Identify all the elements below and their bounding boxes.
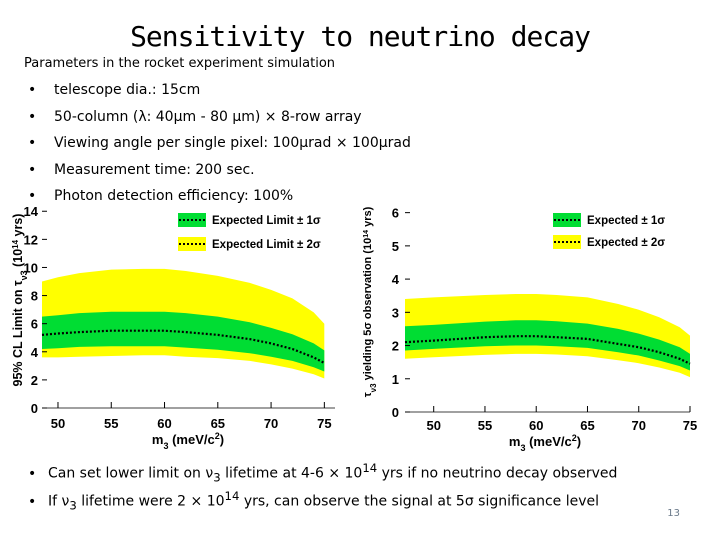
x-tick-label: 50 (51, 416, 65, 431)
legend-label: Expected Limit ± 2σ (212, 239, 321, 251)
sigma1-band (42, 311, 325, 372)
slide-title: Sensitivity to neutrino decay (130, 20, 591, 53)
y-axis-label-unit: (10 (11, 249, 25, 271)
y-tick-label: 14 (24, 204, 39, 219)
list-item: • Viewing angle per single pixel: 100μrad… (28, 133, 411, 160)
x-axis-label-sup: 2 (215, 431, 220, 441)
y-axis-label-sup: 14 (363, 230, 370, 238)
y-tick-label: 6 (31, 317, 38, 332)
x-axis-label-sup: 2 (572, 433, 577, 443)
median-line (41, 329, 325, 364)
x-tick-label: 70 (264, 416, 278, 431)
legend-label: Expected Limit ± 1σ (212, 215, 321, 227)
y-tick-label: 5 (392, 239, 399, 254)
conclusion2-text: If ν (48, 493, 70, 510)
list-item: • Measurement time: 200 sec. (28, 160, 411, 187)
conclusion1-sup: 14 (362, 461, 378, 475)
conclusion-lower-limit: • Can set lower limit on ν3 lifetime at 4… (28, 458, 617, 486)
x-tick-label: 75 (683, 418, 697, 433)
bullet: • (28, 493, 37, 510)
x-tick-label: 50 (426, 418, 440, 433)
x-tick-label: 60 (529, 418, 543, 433)
conclusion1-sub: 3 (213, 470, 221, 485)
x-axis-label-unit: (meV/c (525, 434, 571, 449)
param-viewing-angle: Viewing angle per single pixel: 100μrad … (54, 135, 411, 151)
x-tick-label: 55 (478, 418, 492, 433)
y-tick-label: 10 (24, 260, 38, 275)
param-efficiency: Photon detection efficiency: 100% (54, 188, 294, 204)
y-tick-label: 0 (392, 405, 399, 420)
x-axis-label-sub: 3 (163, 441, 168, 451)
param-array: 50-column (λ: 40μm - 80 μm) × 8-row arra… (54, 108, 362, 125)
x-tick-label: 70 (632, 418, 646, 433)
conclusion2-sup: 14 (224, 489, 240, 503)
y-tick-label: 8 (31, 289, 38, 304)
y-tick-label: 6 (392, 206, 399, 221)
x-axis-label-unit: (meV/c (168, 432, 214, 447)
x-tick-label: 65 (580, 418, 594, 433)
y-tick-label: 4 (31, 345, 39, 360)
list-item: • 50-column (λ: 40μm - 80 μm) × 8-row arr… (28, 107, 411, 134)
y-tick-label: 2 (392, 339, 399, 354)
bullet: • (28, 82, 37, 98)
y-tick-label: 12 (24, 232, 38, 247)
y-tick-label: 3 (392, 305, 399, 320)
conclusion1-text: Can set lower limit on ν (48, 465, 214, 482)
x-axis-label: m3 (meV/c2) (152, 431, 224, 451)
bullet: • (28, 108, 37, 125)
sigma1-band (405, 320, 690, 371)
x-axis-label-sub: 3 (520, 443, 525, 453)
five-sigma-observation-chart: 50 55 60 65 70 75 0 1 2 3 4 5 6 m3 (meV/c2) τν3 yieldi… (362, 206, 697, 453)
conclusion-five-sigma: • If ν3 lifetime were 2 × 1014 yrs, can o… (28, 486, 617, 514)
x-axis-label-end: ) (577, 434, 581, 449)
param-telescope: telescope dia.: 15cm (54, 82, 201, 98)
y-axis-label-sub: ν3 (19, 270, 29, 280)
legend-label: Expected ± 1σ (587, 215, 665, 227)
x-tick-label: 75 (317, 416, 331, 431)
bullet: • (28, 465, 37, 482)
y-tick-label: 4 (392, 272, 400, 287)
x-tick-label: 60 (157, 416, 171, 431)
bullet: • (28, 135, 37, 151)
conclusion2-text-mid: lifetime were 2 × 10 (76, 493, 225, 510)
y-tick-label: 2 (31, 373, 38, 388)
y-tick-label: 0 (31, 401, 38, 416)
x-tick-label: 65 (211, 416, 225, 431)
y-axis-label-sup: 14 (11, 239, 20, 248)
x-axis-label: m3 (meV/c2) (509, 433, 581, 453)
y-axis-label-end: yrs) (11, 214, 25, 240)
bullet: • (28, 188, 37, 204)
x-axis-label-end: ) (220, 432, 224, 447)
parameter-list: • telescope dia.: 15cm • 50-column (λ: 40μ… (28, 80, 411, 213)
conclusion2-text-end: yrs, can observe the signal at 5σ signif… (239, 493, 600, 510)
y-axis-label-mid: yielding 5σ observation (10 (362, 238, 374, 384)
conclusion1-text-mid: lifetime at 4-6 × 10 (220, 465, 363, 482)
slide-subtitle: Parameters in the rocket experiment simu… (24, 56, 336, 71)
x-tick-label: 55 (104, 416, 118, 431)
list-item: • Photon detection efficiency: 100% (28, 186, 411, 213)
legend-label: Expected ± 2σ (587, 237, 665, 249)
conclusion-list: • Can set lower limit on ν3 lifetime at 4… (28, 458, 617, 514)
y-axis-label: τν3 yielding 5σ observation (1014 yrs) (362, 206, 378, 397)
y-axis-label-end: yrs) (362, 206, 374, 230)
page-number: 13 (667, 508, 680, 519)
param-measurement-time: Measurement time: 200 sec. (54, 161, 255, 178)
bullet: • (28, 161, 37, 178)
y-tick-label: 1 (392, 372, 399, 387)
lifetime-limit-chart: 50 55 60 65 70 75 0 2 4 6 8 10 12 14 m3 (meV/c2) 95% CL… (11, 204, 335, 451)
list-item: • telescope dia.: 15cm (28, 80, 411, 107)
conclusion2-sub: 3 (69, 498, 77, 513)
y-axis-label: 95% CL Limit on τν3 (1014 yrs) (11, 214, 30, 387)
conclusion1-text-end: yrs if no neutrino decay observed (377, 465, 618, 482)
y-axis-label-sub: ν3 (369, 383, 378, 392)
